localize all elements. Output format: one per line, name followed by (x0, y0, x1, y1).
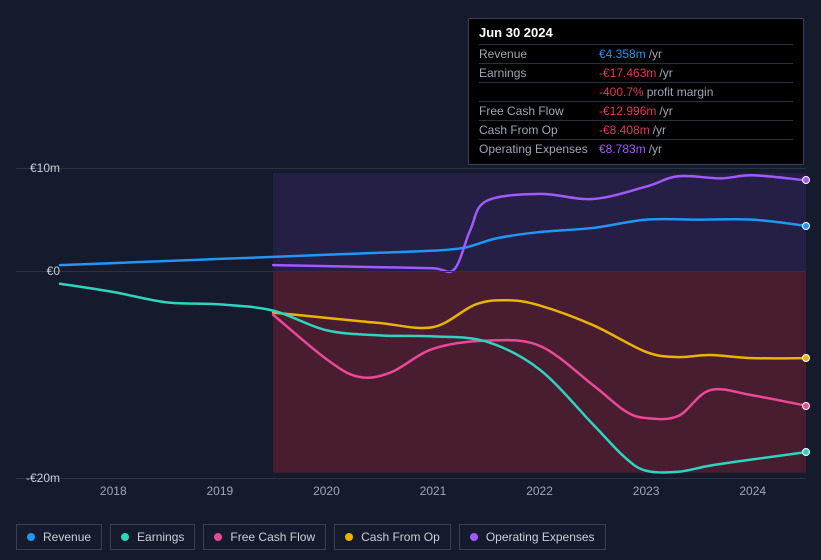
tooltip-row: Free Cash Flow-€12.996m/yr (479, 101, 793, 120)
x-axis-label: 2022 (526, 484, 553, 498)
tooltip-row-unit: /yr (659, 66, 672, 80)
tooltip-date: Jun 30 2024 (479, 25, 793, 40)
tooltip-row: Cash From Op-€8.408m/yr (479, 120, 793, 139)
tooltip-row-unit: /yr (649, 47, 662, 61)
y-axis-label: €10m (30, 161, 60, 175)
y-axis-label: -€20m (26, 471, 60, 485)
legend-dot-icon (27, 533, 35, 541)
legend-dot-icon (470, 533, 478, 541)
tooltip-row-label: Cash From Op (479, 123, 599, 137)
tooltip-row-value: -€17.463m (599, 66, 656, 80)
tooltip-row-value: -€8.408m (599, 123, 650, 137)
tooltip-row-value: €8.783m (599, 142, 646, 156)
tooltip-row-unit: /yr (649, 142, 662, 156)
gridline (16, 271, 806, 272)
x-axis-label: 2020 (313, 484, 340, 498)
legend-label: Cash From Op (361, 530, 440, 544)
tooltip-row-value: -400.7% (599, 85, 644, 99)
tooltip-row-sub: profit margin (647, 85, 714, 99)
chart-tooltip: Jun 30 2024 Revenue€4.358m/yrEarnings-€1… (468, 18, 804, 165)
tooltip-row: Operating Expenses€8.783m/yr (479, 139, 793, 158)
x-axis-label: 2018 (100, 484, 127, 498)
y-axis-label: €0 (47, 264, 60, 278)
gridline (16, 168, 806, 169)
tooltip-rows: Revenue€4.358m/yrEarnings-€17.463m/yr-40… (479, 44, 793, 158)
tooltip-row-label: Operating Expenses (479, 142, 599, 156)
legend-item-operating-expenses[interactable]: Operating Expenses (459, 524, 606, 550)
series-end-marker (802, 354, 810, 362)
legend-dot-icon (345, 533, 353, 541)
chart-svg (16, 168, 806, 478)
x-axis-label: 2023 (633, 484, 660, 498)
legend-item-free-cash-flow[interactable]: Free Cash Flow (203, 524, 326, 550)
tooltip-row-unit: /yr (653, 123, 666, 137)
series-end-marker (802, 402, 810, 410)
legend-dot-icon (214, 533, 222, 541)
legend-item-cash-from-op[interactable]: Cash From Op (334, 524, 451, 550)
shade-negative (273, 271, 806, 473)
tooltip-row-label: Free Cash Flow (479, 104, 599, 118)
x-axis-label: 2024 (739, 484, 766, 498)
tooltip-row-value: €4.358m (599, 47, 646, 61)
tooltip-row-label (479, 85, 599, 99)
legend-item-revenue[interactable]: Revenue (16, 524, 102, 550)
legend-label: Revenue (43, 530, 91, 544)
series-end-marker (802, 448, 810, 456)
tooltip-row-label: Earnings (479, 66, 599, 80)
tooltip-row-value: -€12.996m (599, 104, 656, 118)
tooltip-row-unit: /yr (659, 104, 672, 118)
x-axis-label: 2019 (206, 484, 233, 498)
tooltip-row: Earnings-€17.463m/yr (479, 63, 793, 82)
tooltip-row: -400.7%profit margin (479, 82, 793, 101)
x-axis-label: 2021 (420, 484, 447, 498)
legend-label: Operating Expenses (486, 530, 595, 544)
series-end-marker (802, 222, 810, 230)
legend-label: Free Cash Flow (230, 530, 315, 544)
tooltip-row: Revenue€4.358m/yr (479, 44, 793, 63)
shade-positive (273, 173, 806, 271)
tooltip-row-label: Revenue (479, 47, 599, 61)
gridline (16, 478, 806, 479)
series-end-marker (802, 176, 810, 184)
legend-item-earnings[interactable]: Earnings (110, 524, 195, 550)
legend-dot-icon (121, 533, 129, 541)
legend-label: Earnings (137, 530, 184, 544)
legend: Revenue Earnings Free Cash Flow Cash From O… (16, 524, 606, 550)
chart-area: €10m€0-€20m2018201920202021202220232024 (16, 168, 806, 478)
